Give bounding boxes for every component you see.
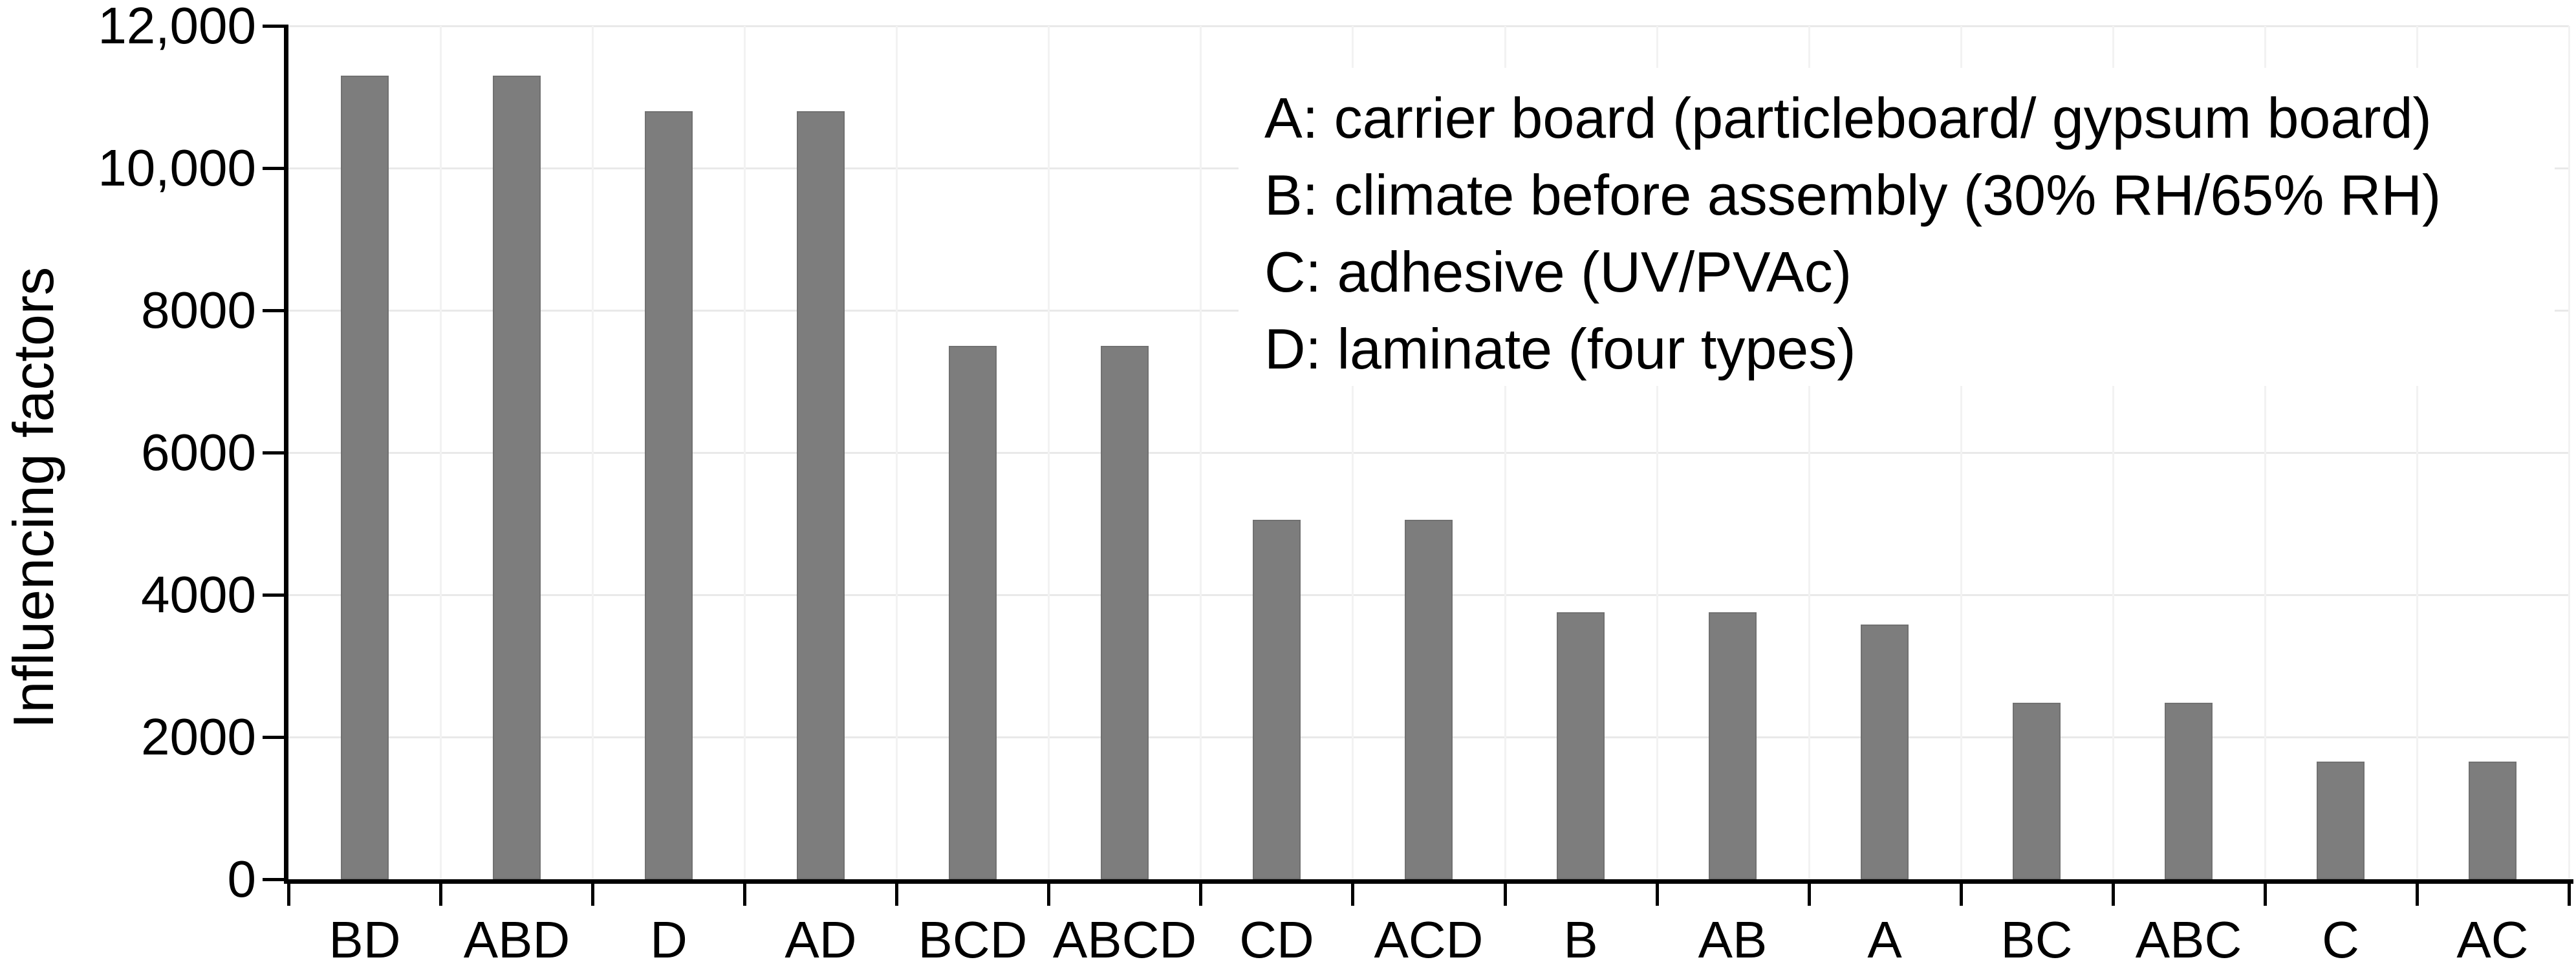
bar-ad: [797, 111, 845, 879]
legend-line-d: D: laminate (four types): [1264, 317, 1856, 381]
gridline-vertical: [440, 26, 442, 879]
gridline-vertical: [1960, 26, 1962, 879]
y-tick-label: 6000: [141, 423, 256, 481]
gridline-vertical: [2568, 26, 2570, 879]
x-axis-label-bc: BC: [2000, 911, 2073, 968]
x-axis-label-abcd: ABCD: [1052, 911, 1197, 968]
bar-abc: [2165, 703, 2213, 879]
x-tick-mark: [2568, 882, 2571, 906]
y-tick-mark: [263, 25, 284, 28]
x-tick-mark: [1047, 882, 1051, 906]
y-tick-label: 0: [227, 850, 257, 908]
x-axis-label-ab: AB: [1698, 911, 1768, 968]
x-axis-label-acd: ACD: [1374, 911, 1484, 968]
bar-bc: [2013, 703, 2061, 879]
x-axis-label-d: D: [650, 911, 687, 968]
gridline-vertical: [896, 26, 898, 879]
gridline-horizontal: [288, 452, 2569, 454]
gridline-vertical: [2264, 26, 2266, 879]
bar-abcd: [1101, 346, 1149, 879]
legend-line-a: A: carrier board (particleboard/ gypsum …: [1264, 86, 2432, 150]
bar-a: [1861, 625, 1909, 879]
x-axis-line: [284, 879, 2573, 884]
y-tick-mark: [263, 451, 284, 454]
y-tick-label: 2000: [141, 708, 256, 765]
x-tick-mark: [2263, 882, 2267, 906]
bar-cd: [1253, 520, 1301, 879]
bar-bcd: [949, 346, 997, 879]
gridline-vertical: [1200, 26, 1202, 879]
x-tick-mark: [2415, 882, 2419, 906]
bar-ab: [1709, 612, 1757, 879]
x-tick-mark: [2111, 882, 2115, 906]
y-axis-line: [284, 25, 288, 884]
x-axis-label-c: C: [2322, 911, 2359, 968]
x-axis-label-bcd: BCD: [918, 911, 1028, 968]
bar-abd: [493, 76, 541, 879]
gridline-vertical: [2112, 26, 2114, 879]
y-tick-label: 10,000: [98, 139, 256, 197]
x-tick-mark: [287, 882, 290, 906]
x-axis-label-bd: BD: [329, 911, 401, 968]
gridline-vertical: [744, 26, 746, 879]
legend-box: A: carrier board (particleboard/ gypsum …: [1239, 68, 2555, 386]
x-tick-mark: [591, 882, 595, 906]
y-tick-label: 8000: [141, 281, 256, 339]
y-tick-mark: [263, 878, 284, 881]
gridline-horizontal: [288, 25, 2569, 27]
x-tick-mark: [439, 882, 443, 906]
y-tick-label: 12,000: [98, 0, 256, 54]
x-axis-label-ac: AC: [2456, 911, 2529, 968]
x-axis-label-cd: CD: [1239, 911, 1314, 968]
gridline-vertical: [1504, 26, 1506, 879]
y-tick-label: 4000: [141, 566, 256, 623]
y-tick-mark: [263, 736, 284, 739]
x-tick-mark: [1351, 882, 1355, 906]
y-axis-title: Influencing factors: [1, 266, 65, 729]
gridline-vertical: [2416, 26, 2418, 879]
bar-d: [645, 111, 693, 879]
gridline-vertical: [1808, 26, 1810, 879]
bar-ac: [2469, 762, 2516, 879]
x-tick-mark: [895, 882, 899, 906]
x-tick-mark: [1959, 882, 1963, 906]
x-tick-mark: [1199, 882, 1203, 906]
bar-bd: [341, 76, 389, 879]
y-tick-mark: [263, 593, 284, 597]
gridline-vertical: [592, 26, 594, 879]
bar-acd: [1405, 520, 1453, 879]
x-axis-label-abc: ABC: [2135, 911, 2242, 968]
x-tick-mark: [1503, 882, 1507, 906]
x-axis-label-b: B: [1563, 911, 1598, 968]
legend-line-c: C: adhesive (UV/PVAc): [1264, 240, 1852, 304]
x-axis-label-abd: ABD: [463, 911, 570, 968]
y-tick-mark: [263, 167, 284, 170]
x-tick-mark: [743, 882, 747, 906]
x-axis-label-ad: AD: [785, 911, 857, 968]
gridline-vertical: [1048, 26, 1050, 879]
x-tick-mark: [1655, 882, 1659, 906]
x-tick-mark: [1807, 882, 1811, 906]
x-axis-label-a: A: [1867, 911, 1902, 968]
legend-line-b: B: climate before assembly (30% RH/65% R…: [1264, 163, 2441, 227]
bar-c: [2317, 762, 2365, 879]
y-tick-mark: [263, 309, 284, 312]
gridline-vertical: [1656, 26, 1658, 879]
bar-b: [1557, 612, 1605, 879]
gridline-vertical: [1352, 26, 1354, 879]
